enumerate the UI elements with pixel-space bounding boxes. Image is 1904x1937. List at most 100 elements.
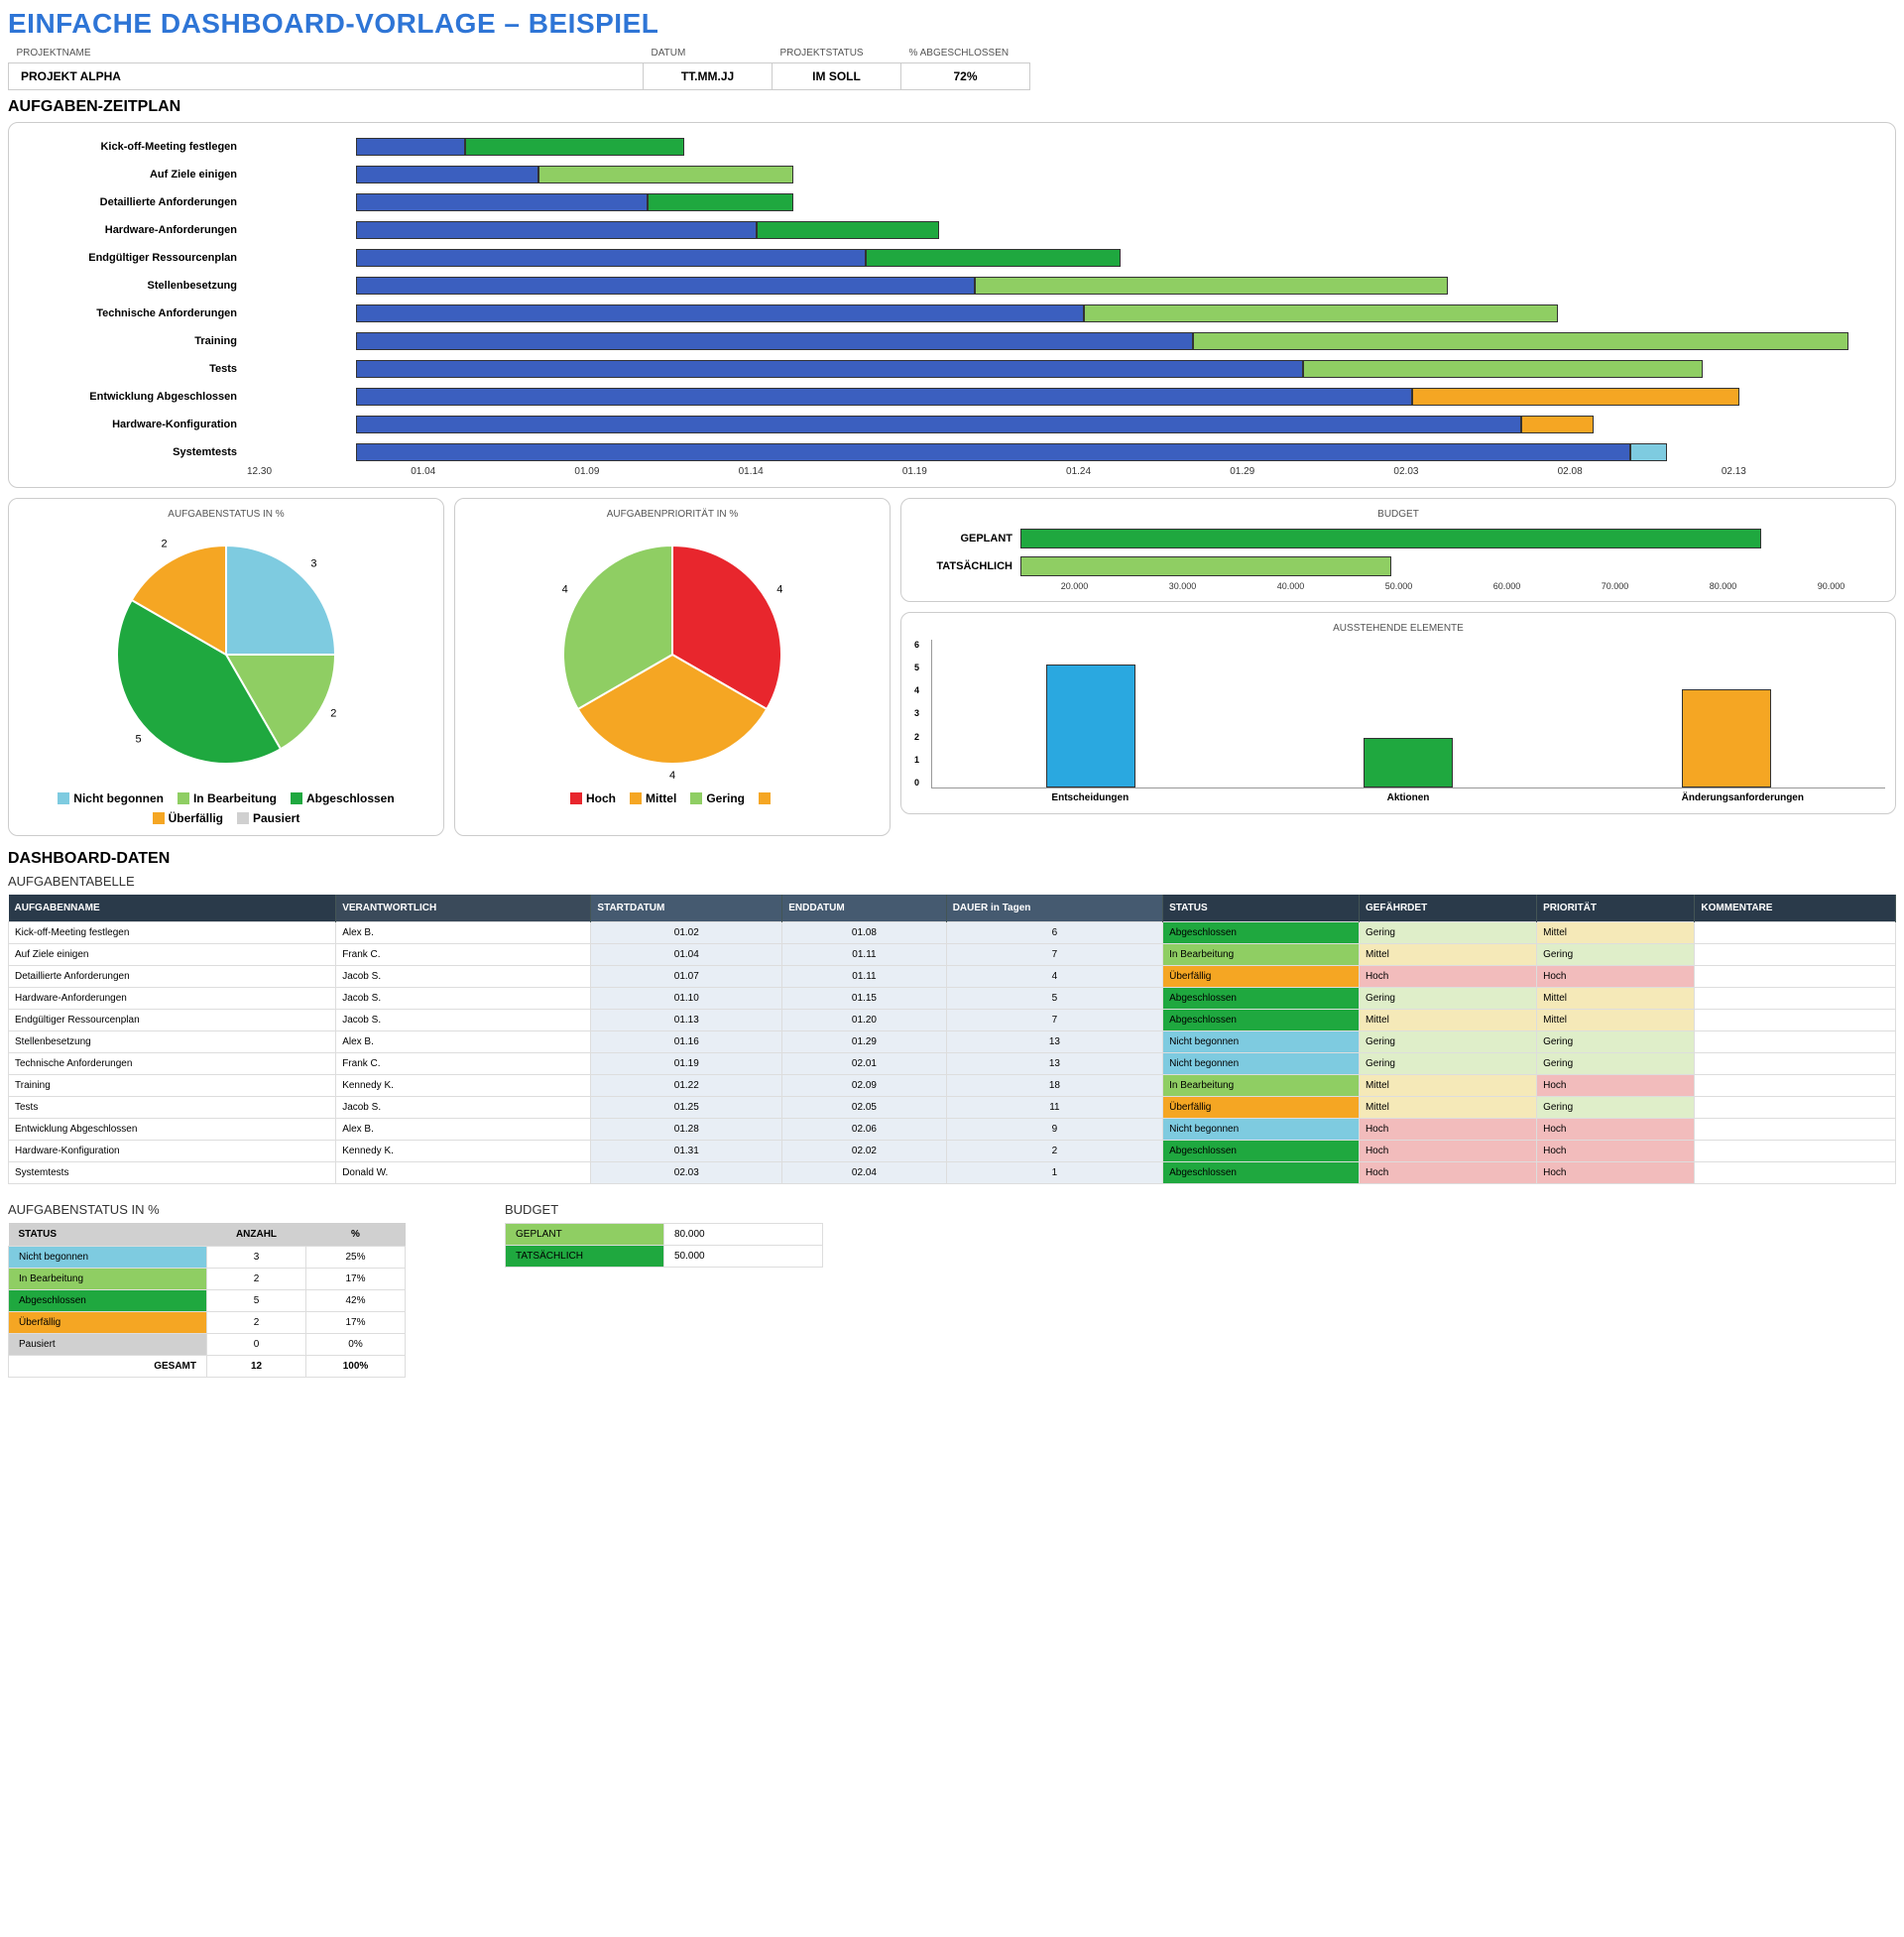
table-row[interactable]: Technische AnforderungenFrank C.01.1902.… — [9, 1053, 1896, 1075]
gantt-row-label: Kick-off-Meeting festlegen — [19, 141, 247, 153]
status-summary-table: STATUSANZAHL%Nicht begonnen325%In Bearbe… — [8, 1223, 406, 1378]
table-header: PRIORITÄT — [1537, 895, 1695, 922]
gantt-row-label: Technische Anforderungen — [19, 307, 247, 319]
gantt-row-label: Stellenbesetzung — [19, 280, 247, 292]
budget-bar — [1020, 556, 1391, 576]
status-pie-panel: AUFGABENSTATUS IN % 3 2 5 2 Nicht begonnen I… — [8, 498, 444, 836]
gantt-row-label: Auf Ziele einigen — [19, 169, 247, 181]
pending-bar-label: Entscheidungen — [1045, 792, 1134, 803]
legend-item: Mittel — [630, 791, 676, 805]
gantt-panel: Kick-off-Meeting festlegen Auf Ziele eini… — [8, 122, 1896, 488]
gantt-row-label: Hardware-Anforderungen — [19, 224, 247, 236]
priority-pie-panel: AUFGABENPRIORITÄT IN % 444 HochMittelGer… — [454, 498, 891, 836]
gantt-segment — [1521, 416, 1594, 433]
table-row[interactable]: Kick-off-Meeting festlegenAlex B.01.0201… — [9, 922, 1896, 944]
project-date[interactable]: TT.MM.JJ — [644, 63, 773, 90]
status-row: Nicht begonnen325% — [9, 1247, 406, 1269]
gantt-segment — [356, 416, 1521, 433]
table-header: ENDDATUM — [782, 895, 946, 922]
gantt-segment — [465, 138, 683, 156]
table-header: STARTDATUM — [591, 895, 782, 922]
legend-item: Abgeschlossen — [291, 791, 395, 805]
legend-item: In Bearbeitung — [178, 791, 277, 805]
project-status[interactable]: IM SOLL — [773, 63, 901, 90]
legend-item: Hoch — [570, 791, 616, 805]
status-row: Überfällig217% — [9, 1312, 406, 1334]
pending-chart-panel: AUSSTEHENDE ELEMENTE 0123456 Entscheidun… — [900, 612, 1896, 814]
gantt-segment — [648, 193, 793, 211]
legend-item: Nicht begonnen — [58, 791, 164, 805]
label-date: DATUM — [644, 44, 773, 63]
pending-bar — [1364, 738, 1453, 787]
table-row[interactable]: Auf Ziele einigenFrank C.01.0401.117In B… — [9, 944, 1896, 966]
table-row[interactable]: StellenbesetzungAlex B.01.1601.2913Nicht… — [9, 1031, 1896, 1053]
table-row[interactable]: Entwicklung AbgeschlossenAlex B.01.2802.… — [9, 1119, 1896, 1141]
label-status: PROJEKTSTATUS — [773, 44, 901, 63]
svg-text:4: 4 — [562, 584, 568, 596]
gantt-segment — [538, 166, 793, 183]
budget-summary-table: GEPLANT80.000TATSÄCHLICH50.000 — [505, 1223, 823, 1268]
page-title: EINFACHE DASHBOARD-VORLAGE – BEISPIEL — [8, 8, 1896, 40]
table-row[interactable]: Hardware-KonfigurationKennedy K.01.3102.… — [9, 1141, 1896, 1162]
legend-item — [759, 791, 774, 805]
gantt-segment — [356, 193, 648, 211]
budget-table-title: BUDGET — [505, 1202, 823, 1217]
table-header: GEFÄHRDET — [1359, 895, 1536, 922]
task-table: AUFGABENNAMEVERANTWORTLICHSTARTDATUMENDD… — [8, 895, 1896, 1184]
status-row: Pausiert00% — [9, 1334, 406, 1356]
gantt-row-label: Hardware-Konfiguration — [19, 419, 247, 430]
table-header: DAUER in Tagen — [946, 895, 1162, 922]
status-pie-chart: 3 2 5 2 — [97, 526, 355, 784]
gantt-segment — [1412, 388, 1739, 406]
project-complete[interactable]: 72% — [901, 63, 1030, 90]
table-row[interactable]: TestsJacob S.01.2502.0511ÜberfälligMitte… — [9, 1097, 1896, 1119]
task-table-title: AUFGABENTABELLE — [8, 874, 1896, 889]
legend-item: Überfällig — [153, 811, 223, 825]
table-row[interactable]: Hardware-AnforderungenJacob S.01.1001.15… — [9, 988, 1896, 1010]
priority-pie-title: AUFGABENPRIORITÄT IN % — [465, 509, 880, 520]
gantt-row-label: Detaillierte Anforderungen — [19, 196, 247, 208]
status-pie-title: AUFGABENSTATUS IN % — [19, 509, 433, 520]
project-name[interactable]: PROJEKT ALPHA — [9, 63, 644, 90]
pending-bar-label: Aktionen — [1364, 792, 1453, 803]
gantt-segment — [356, 388, 1412, 406]
data-section-title: DASHBOARD-DATEN — [8, 850, 1896, 868]
gantt-segment — [356, 166, 538, 183]
gantt-segment — [1303, 360, 1704, 378]
table-header: STATUS — [1163, 895, 1360, 922]
table-row[interactable]: SystemtestsDonald W.02.0302.041Abgeschlo… — [9, 1162, 1896, 1184]
gantt-row-label: Entwicklung Abgeschlossen — [19, 391, 247, 403]
gantt-segment — [356, 360, 1302, 378]
table-row[interactable]: TrainingKennedy K.01.2202.0918In Bearbei… — [9, 1075, 1896, 1097]
gantt-segment — [757, 221, 939, 239]
label-projectname: PROJEKTNAME — [9, 44, 644, 63]
pending-bar-label: Änderungsanforderungen — [1682, 792, 1771, 803]
svg-text:2: 2 — [330, 708, 336, 720]
legend-item: Pausiert — [237, 811, 299, 825]
budget-bar — [1020, 529, 1761, 548]
gantt-row-label: Systemtests — [19, 446, 247, 458]
gantt-segment — [356, 221, 757, 239]
legend-item: Gering — [690, 791, 745, 805]
svg-text:2: 2 — [161, 539, 167, 550]
svg-text:3: 3 — [310, 558, 316, 570]
pending-bar — [1046, 665, 1135, 787]
gantt-segment — [356, 304, 1084, 322]
status-table-title: AUFGABENSTATUS IN % — [8, 1202, 406, 1217]
table-row[interactable]: Detaillierte AnforderungenJacob S.01.070… — [9, 966, 1896, 988]
gantt-segment — [356, 332, 1193, 350]
svg-text:4: 4 — [776, 584, 782, 596]
budget-chart-title: BUDGET — [911, 509, 1885, 520]
gantt-segment — [1193, 332, 1848, 350]
table-header: AUFGABENNAME — [9, 895, 336, 922]
budget-row: TATSÄCHLICH50.000 — [506, 1246, 823, 1268]
pending-chart-title: AUSSTEHENDE ELEMENTE — [911, 623, 1885, 634]
status-row: Abgeschlossen542% — [9, 1290, 406, 1312]
gantt-row-label: Training — [19, 335, 247, 347]
table-row[interactable]: Endgültiger RessourcenplanJacob S.01.130… — [9, 1010, 1896, 1031]
budget-row: GEPLANT80.000 — [506, 1224, 823, 1246]
pending-bar — [1682, 689, 1771, 787]
budget-bar-label: TATSÄCHLICH — [911, 560, 1020, 572]
svg-text:5: 5 — [136, 733, 142, 745]
budget-chart-panel: BUDGET GEPLANTTATSÄCHLICH 20.00030.00040… — [900, 498, 1896, 602]
